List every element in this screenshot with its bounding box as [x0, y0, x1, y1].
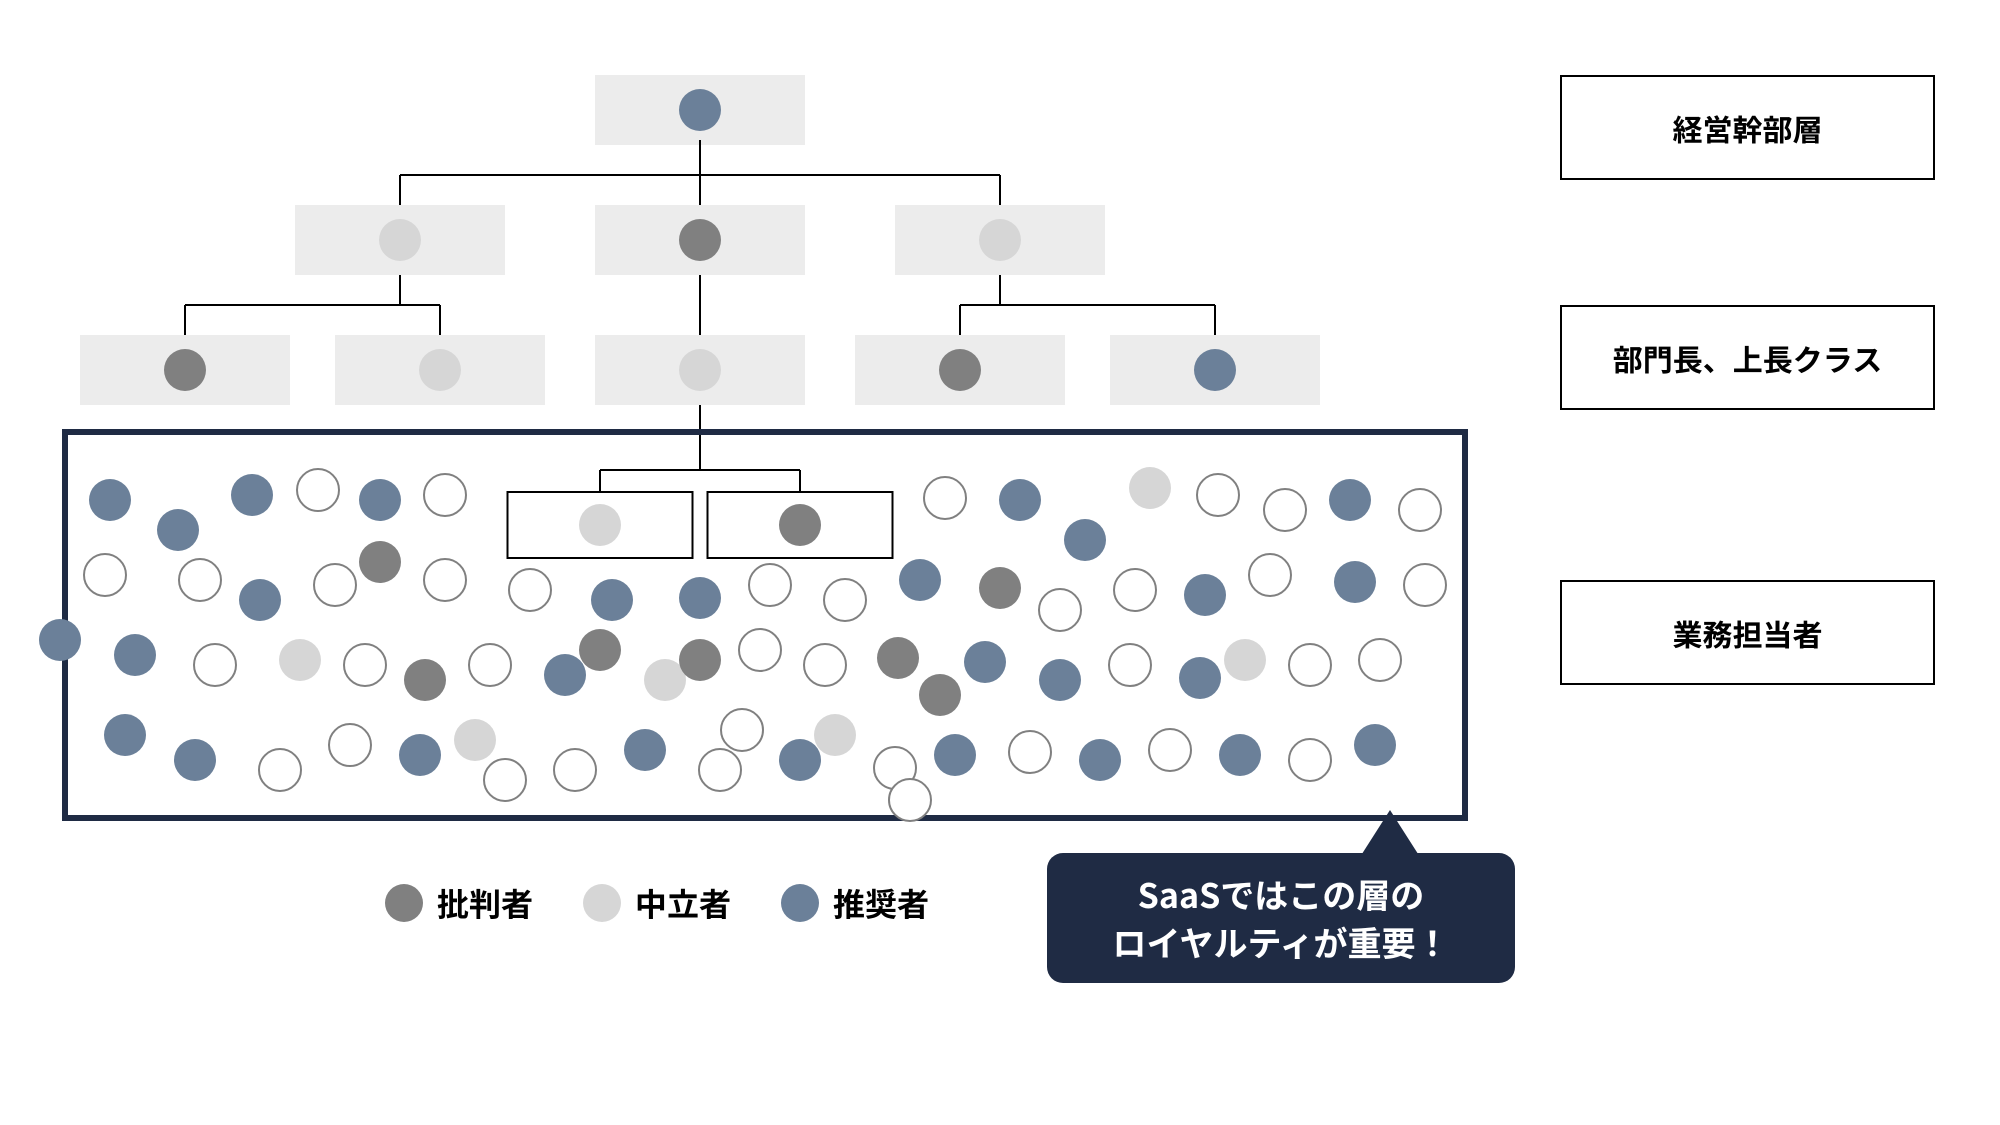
callout-arrow-icon	[1360, 810, 1420, 857]
legend-label-promoter: 推奨者	[833, 880, 929, 926]
legend: 批判者 中立者 推奨者	[385, 880, 929, 926]
legend-label-neutral: 中立者	[635, 880, 731, 926]
side-label-manager: 部門長、上長クラス	[1560, 305, 1935, 410]
side-label-exec: 経営幹部層	[1560, 75, 1935, 180]
legend-item-neutral: 中立者	[583, 880, 731, 926]
legend-item-promoter: 推奨者	[781, 880, 929, 926]
callout-line1: SaaSではこの層の	[1138, 869, 1425, 918]
callout-bubble: SaaSではこの層の ロイヤルティが重要！	[1047, 853, 1515, 983]
legend-label-detractor: 批判者	[437, 880, 533, 926]
callout-line2: ロイヤルティが重要！	[1113, 917, 1450, 966]
side-label-staff: 業務担当者	[1560, 580, 1935, 685]
legend-item-detractor: 批判者	[385, 880, 533, 926]
legend-dot-detractor-icon	[385, 884, 423, 922]
legend-dot-neutral-icon	[583, 884, 621, 922]
legend-dot-promoter-icon	[781, 884, 819, 922]
